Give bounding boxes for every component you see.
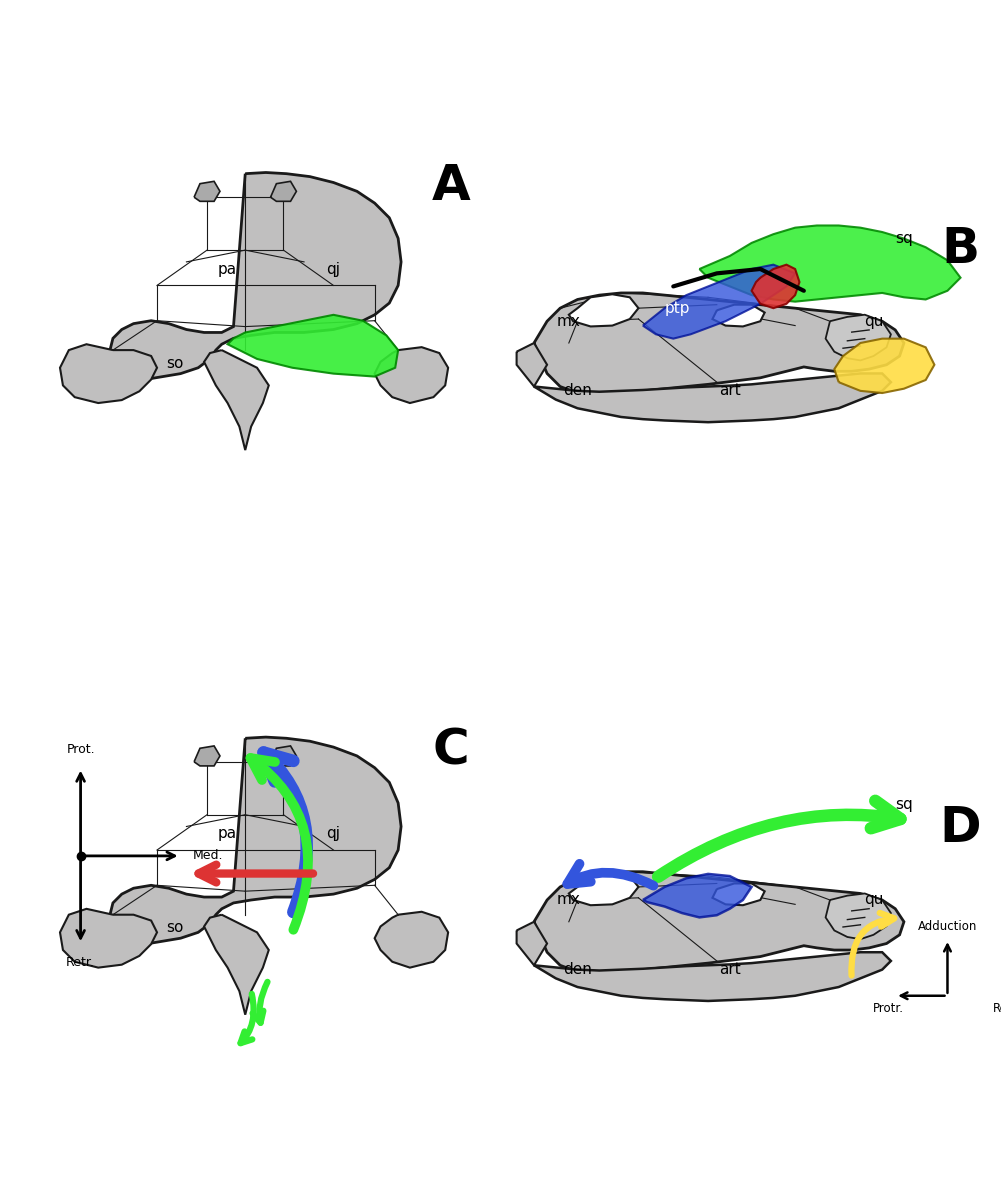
PathPatch shape	[534, 373, 891, 422]
PathPatch shape	[227, 314, 398, 377]
Text: sq: sq	[895, 797, 913, 811]
PathPatch shape	[517, 922, 548, 965]
PathPatch shape	[569, 294, 639, 326]
Text: Retr.: Retr.	[993, 1002, 1001, 1015]
Text: mx: mx	[557, 893, 581, 907]
Text: Adduction: Adduction	[918, 919, 977, 932]
Text: qu: qu	[864, 893, 883, 907]
PathPatch shape	[110, 737, 401, 944]
Text: sq: sq	[895, 230, 913, 246]
Text: pa: pa	[218, 262, 237, 277]
PathPatch shape	[834, 338, 934, 394]
Text: Retr.: Retr.	[66, 956, 95, 968]
PathPatch shape	[534, 871, 904, 974]
PathPatch shape	[534, 293, 904, 395]
PathPatch shape	[826, 894, 891, 940]
Text: qj: qj	[326, 262, 340, 277]
PathPatch shape	[752, 265, 800, 308]
Text: ptp: ptp	[665, 300, 691, 316]
Text: so: so	[166, 920, 183, 935]
Text: B: B	[942, 226, 980, 274]
PathPatch shape	[826, 314, 891, 360]
Text: A: A	[431, 162, 470, 210]
PathPatch shape	[270, 746, 296, 766]
PathPatch shape	[270, 181, 296, 202]
PathPatch shape	[569, 874, 639, 905]
PathPatch shape	[374, 347, 448, 403]
PathPatch shape	[204, 350, 268, 450]
Text: pa: pa	[218, 827, 237, 841]
PathPatch shape	[643, 874, 752, 918]
Text: art: art	[719, 383, 741, 398]
PathPatch shape	[374, 912, 448, 967]
PathPatch shape	[713, 883, 765, 905]
Text: art: art	[719, 962, 741, 977]
Text: mx: mx	[557, 313, 581, 329]
Text: C: C	[432, 726, 469, 774]
PathPatch shape	[60, 344, 157, 403]
Text: Med.: Med.	[192, 850, 223, 863]
Text: Protr.: Protr.	[873, 1002, 904, 1015]
PathPatch shape	[534, 953, 891, 1001]
Text: so: so	[166, 355, 183, 371]
PathPatch shape	[713, 305, 765, 326]
PathPatch shape	[517, 343, 548, 386]
Text: D: D	[940, 804, 981, 852]
PathPatch shape	[110, 173, 401, 379]
PathPatch shape	[194, 746, 220, 766]
Text: den: den	[564, 962, 592, 977]
PathPatch shape	[700, 226, 961, 301]
Text: qj: qj	[326, 827, 340, 841]
Text: den: den	[564, 383, 592, 398]
Text: Prot.: Prot.	[66, 743, 95, 756]
PathPatch shape	[643, 265, 795, 338]
PathPatch shape	[204, 914, 268, 1015]
PathPatch shape	[194, 181, 220, 202]
PathPatch shape	[60, 908, 157, 967]
Text: qu: qu	[864, 313, 883, 329]
